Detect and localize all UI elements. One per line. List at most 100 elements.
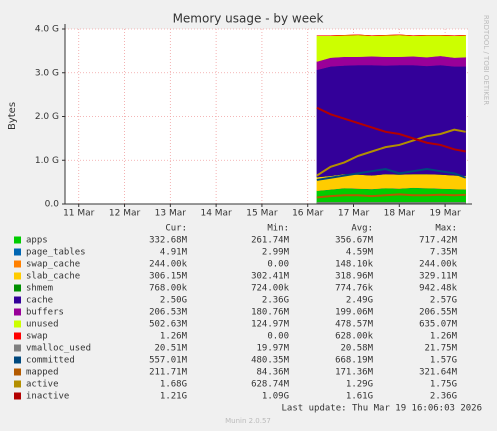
legend-stat: 628.00k — [335, 332, 374, 342]
legend-stat: 1.26M — [430, 332, 458, 342]
y-tick-label: 0.0 — [45, 200, 60, 210]
y-tick-label: 4.0 G — [35, 25, 59, 35]
legend-label: unused — [26, 320, 59, 330]
legend-label: cache — [26, 296, 53, 306]
legend-swatch — [14, 296, 21, 304]
legend-stat: 1.26M — [160, 332, 188, 342]
legend-swatch — [14, 284, 21, 292]
legend-stat: 1.75G — [430, 380, 457, 390]
legend-stat: 1.57G — [430, 356, 457, 366]
x-tick-label: 16 Mar — [292, 209, 324, 219]
legend-stat: 942.48k — [419, 284, 458, 294]
legend-stat: 2.36G — [430, 392, 457, 402]
side-text: RRDTOOL / TOBI OETIKER — [482, 15, 490, 105]
legend-stat: 211.71M — [149, 368, 188, 378]
legend-swatch — [14, 260, 21, 268]
legend-header: Min: — [267, 224, 289, 234]
x-tick-label: 13 Mar — [155, 209, 187, 219]
legend-stat: 635.07M — [419, 320, 458, 330]
axes: 0.0 1.0 G 2.0 G 3.0 G 4.0 G 11 Mar 12 Mar 13 Ma… — [35, 24, 472, 219]
legend-stat: 329.11M — [419, 272, 458, 282]
legend-label: apps — [26, 236, 48, 246]
line — [316, 106, 466, 153]
legend-label: page_tables — [26, 248, 86, 258]
legend-stat: 502.63M — [149, 320, 188, 330]
legend-stat: 774.76k — [335, 284, 374, 294]
legend-stat: 1.21G — [160, 392, 187, 402]
legend-stat: 306.15M — [149, 272, 188, 282]
legend-swatch — [14, 272, 21, 280]
legend-stat: 19.97M — [256, 344, 289, 354]
area — [316, 34, 466, 36]
marks — [316, 34, 467, 205]
legend-stat: 2.99M — [262, 248, 290, 258]
legend-label: inactive — [26, 392, 69, 402]
legend-label: slab_cache — [26, 272, 80, 282]
legend-stat: 244.00k — [419, 260, 458, 270]
legend-label: swap_cache — [26, 260, 80, 270]
legend-stat: 1.68G — [160, 380, 187, 390]
legend-stat: 21.75M — [424, 344, 457, 354]
chart-title: Memory usage - by week — [173, 12, 324, 26]
legend-stat: 318.96M — [335, 272, 374, 282]
legend-stat: 244.00k — [149, 260, 188, 270]
legend-stat: 0.00 — [267, 260, 289, 270]
legend-swatch — [14, 236, 21, 244]
legend-stat: 557.01M — [149, 356, 188, 366]
legend-stat: 171.36M — [335, 368, 374, 378]
line — [316, 167, 467, 181]
legend-stat: 668.19M — [335, 356, 374, 366]
legend-stat: 1.09G — [262, 392, 289, 402]
legend-stat: 478.57M — [335, 320, 374, 330]
legend-header: Avg: — [351, 224, 373, 234]
legend-stat: 321.64M — [419, 368, 458, 378]
legend-swatch — [14, 248, 21, 256]
legend-swatch — [14, 368, 21, 376]
y-tick-label: 3.0 G — [35, 68, 59, 78]
legend-label: active — [26, 380, 59, 390]
legend-stat: 4.91M — [160, 248, 188, 258]
legend-swatch — [14, 344, 21, 352]
legend-label: swap — [26, 332, 48, 342]
legend-header: Max: — [435, 224, 457, 234]
legend-stat: 261.74M — [251, 236, 290, 246]
legend-stat: 84.36M — [256, 368, 289, 378]
legend-header: Cur: — [165, 224, 187, 234]
x-tick-label: 14 Mar — [200, 209, 232, 219]
legend-label: buffers — [26, 308, 64, 318]
x-tick-label: 15 Mar — [246, 209, 278, 219]
area — [316, 64, 466, 178]
legend-stat: 180.76M — [251, 308, 290, 318]
line — [316, 128, 466, 177]
x-tick-label: 18 Mar — [384, 209, 416, 219]
y-tick-label: 2.0 G — [35, 112, 59, 122]
legend-stat: 199.06M — [335, 308, 374, 318]
legend-stat: 717.42M — [419, 236, 458, 246]
legend-stat: 1.61G — [346, 392, 373, 402]
legend-stat: 356.67M — [335, 236, 374, 246]
x-tick-label: 12 Mar — [109, 209, 141, 219]
legend-stat: 2.49G — [346, 296, 373, 306]
x-tick-label: 17 Mar — [338, 209, 370, 219]
legend-swatch — [14, 392, 21, 400]
legend-swatch — [14, 332, 21, 340]
legend-stat: 302.41M — [251, 272, 290, 282]
legend-stat: 4.59M — [346, 248, 374, 258]
legend-stat: 2.50G — [160, 296, 187, 306]
legend-stat: 148.10k — [335, 260, 374, 270]
legend-stat: 2.57G — [430, 296, 457, 306]
legend-label: committed — [26, 356, 75, 366]
x-tick-label: 11 Mar — [63, 209, 95, 219]
legend-label: shmem — [26, 284, 53, 294]
legend-stat: 124.97M — [251, 320, 290, 330]
legend-swatch — [14, 320, 21, 328]
legend-label: mapped — [26, 368, 59, 378]
legend-stat: 332.68M — [149, 236, 188, 246]
legend-stat: 724.00k — [251, 284, 290, 294]
y-axis-label: Bytes — [7, 102, 18, 130]
footer: Last update: Thu Mar 19 16:06:03 2026 — [282, 404, 482, 414]
legend-stat: 206.55M — [419, 308, 458, 318]
legend-stat: 768.00k — [149, 284, 188, 294]
line — [316, 193, 466, 199]
